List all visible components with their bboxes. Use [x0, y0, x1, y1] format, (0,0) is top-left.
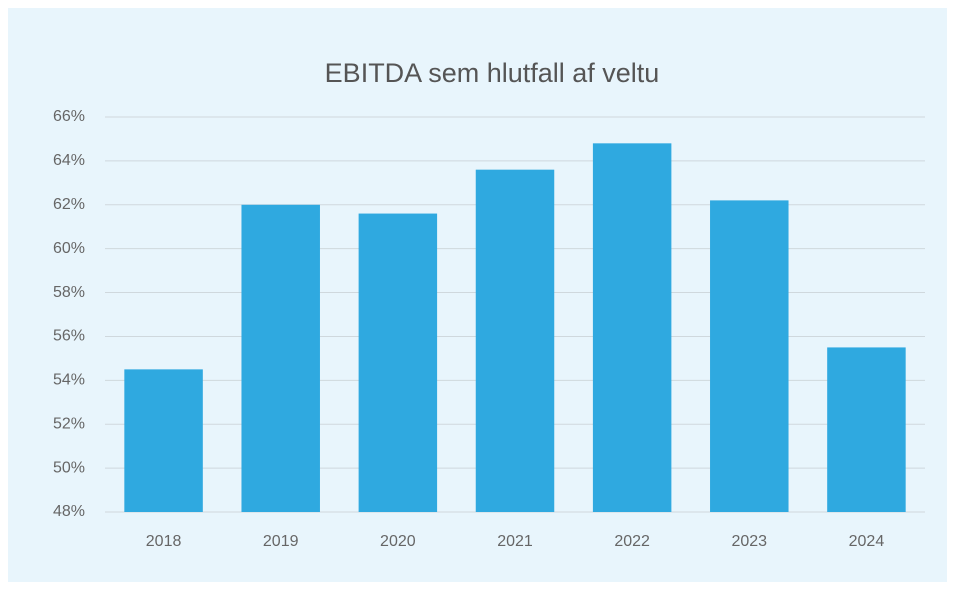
- bar: [592, 143, 672, 513]
- y-tick-label: 54%: [53, 372, 85, 389]
- bar: [241, 204, 320, 512]
- bar: [358, 213, 438, 513]
- bar: [827, 347, 906, 512]
- x-tick-label: 2019: [263, 533, 299, 550]
- y-tick-label: 60%: [53, 240, 85, 257]
- y-tick-label: 56%: [53, 328, 85, 345]
- x-tick-label: 2021: [497, 533, 533, 550]
- x-tick-label: 2023: [731, 533, 767, 550]
- y-tick-label: 48%: [53, 503, 85, 520]
- y-tick-label: 58%: [53, 284, 85, 301]
- bar: [710, 200, 789, 512]
- y-tick-label: 62%: [53, 196, 85, 213]
- x-tick-label: 2024: [849, 533, 885, 550]
- bar: [124, 369, 203, 512]
- bar: [475, 169, 555, 512]
- x-tick-label: 2022: [614, 533, 650, 550]
- y-tick-label: 50%: [53, 459, 85, 476]
- x-tick-label: 2020: [380, 533, 416, 550]
- y-tick-label: 52%: [53, 415, 85, 432]
- x-tick-label: 2018: [146, 533, 182, 550]
- y-tick-label: 66%: [53, 108, 85, 125]
- chart-title: EBITDA sem hlutfall af veltu: [325, 58, 660, 88]
- y-tick-label: 64%: [53, 152, 85, 169]
